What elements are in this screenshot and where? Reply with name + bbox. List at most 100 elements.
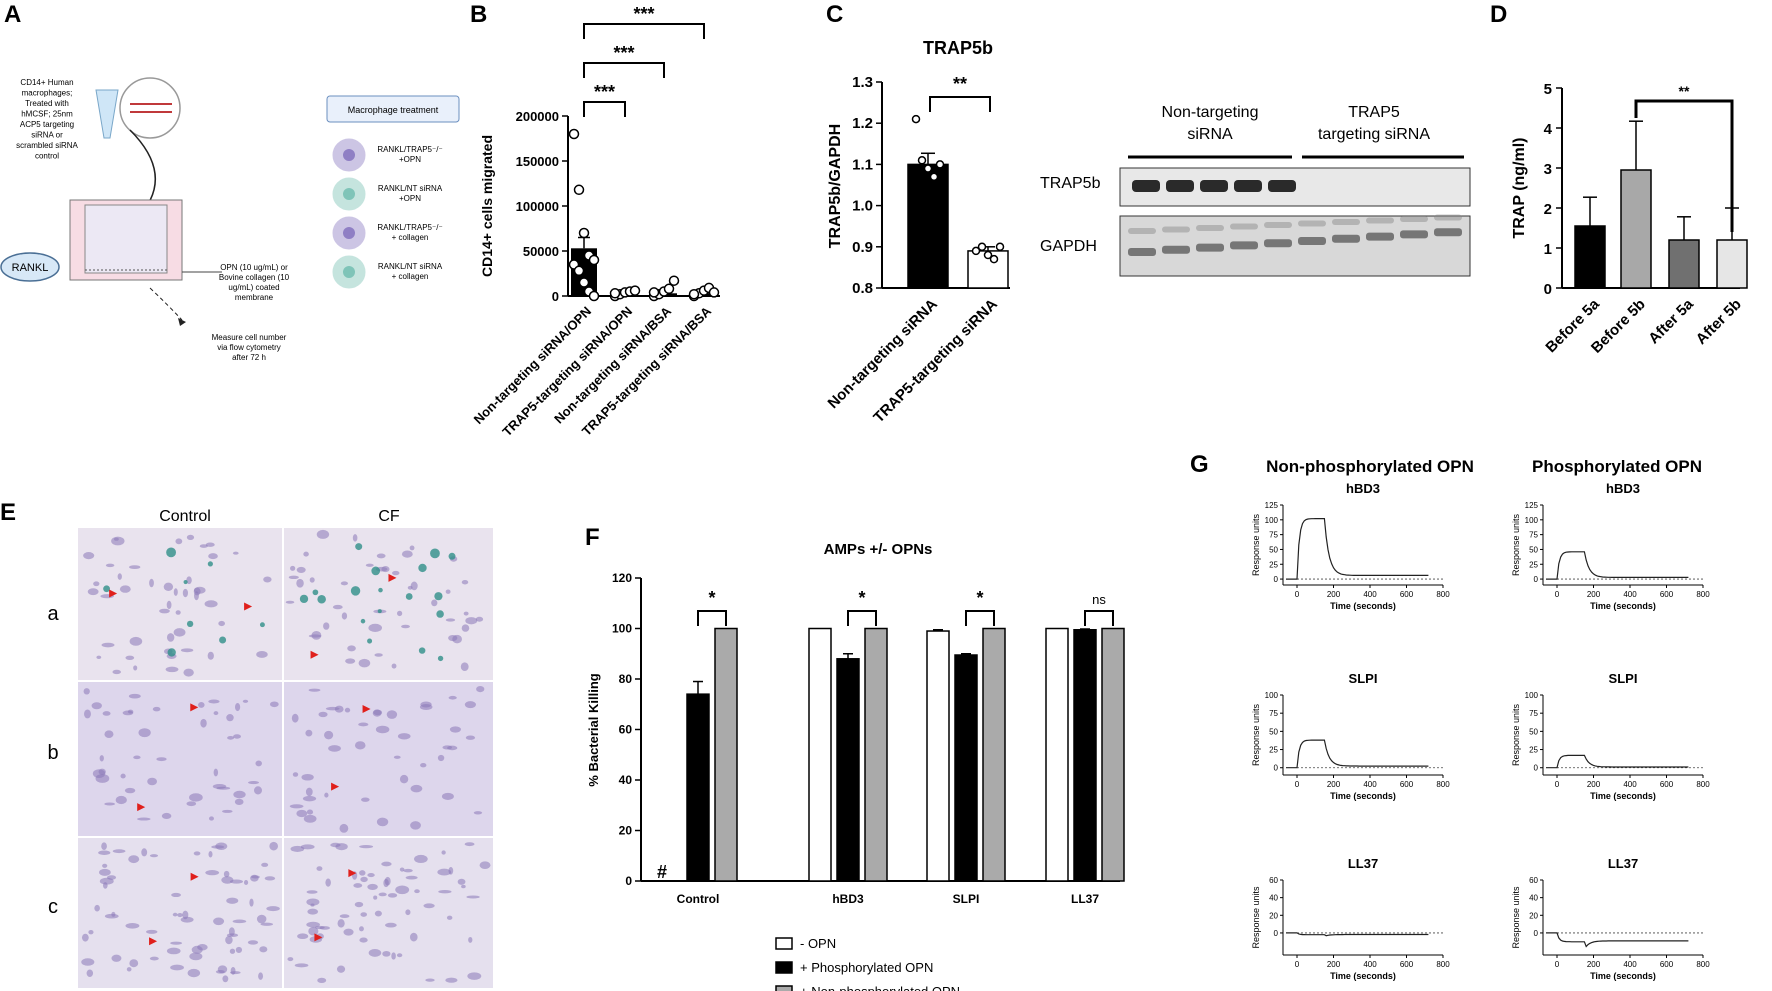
cell-nucleus — [352, 534, 358, 542]
cell-nucleus — [291, 713, 299, 723]
cell-nucleus — [378, 892, 387, 897]
cell-nucleus — [205, 870, 220, 876]
red-arrowhead-icon — [331, 782, 340, 791]
data-point — [929, 172, 939, 182]
cell-nucleus — [464, 701, 476, 709]
cell-nucleus — [365, 563, 374, 567]
cell-nucleus — [99, 755, 104, 762]
transwell-insert — [84, 204, 168, 274]
y-tick-label: 125 — [1265, 501, 1279, 510]
x-tick-label: 600 — [1400, 590, 1414, 599]
cell-nucleus — [138, 728, 151, 738]
y-tick-label: 60 — [1269, 876, 1278, 885]
blot-band — [1166, 180, 1194, 192]
panel-label-f: F — [585, 524, 600, 551]
cell-nucleus — [137, 817, 151, 821]
cell-nucleus — [133, 755, 141, 760]
x-tick-label: 400 — [1623, 780, 1637, 789]
column-header: Non-phosphorylated OPN — [1266, 457, 1474, 476]
data-point — [989, 254, 999, 264]
cell-nucleus — [126, 967, 132, 972]
legend-item-text: +OPN — [399, 155, 421, 164]
cell-nucleus — [296, 566, 306, 574]
legend-item-text: + collagen — [392, 233, 429, 242]
cell-nucleus — [368, 623, 383, 632]
teal-stain — [317, 594, 326, 604]
blot-band — [1196, 225, 1224, 231]
cell-nucleus — [437, 754, 445, 762]
histology-row-b: b — [47, 742, 58, 764]
blot-band — [1400, 216, 1428, 222]
y-tick-label: 1 — [1544, 241, 1552, 258]
y-tick-label: 1.0 — [852, 198, 873, 215]
bar — [1574, 225, 1606, 289]
subplot-title: hBD3 — [1346, 481, 1380, 496]
cell-nucleus — [261, 862, 269, 867]
cell-nucleus — [213, 768, 219, 777]
cell-nucleus — [465, 617, 478, 625]
red-arrowhead-icon — [314, 933, 323, 942]
cell-nucleus — [189, 952, 203, 961]
teal-stain — [299, 594, 309, 604]
cell-nucleus — [358, 722, 369, 727]
cell-nucleus — [393, 755, 401, 759]
blot-band — [1264, 239, 1292, 248]
cell-nucleus — [401, 624, 410, 629]
cell-nucleus — [133, 665, 138, 671]
data-point — [573, 184, 585, 196]
y-tick-label: 1.2 — [852, 115, 873, 132]
histology-tile — [284, 682, 493, 836]
x-category-label: Non-targeting siRNA — [825, 296, 941, 412]
cell-nucleus — [340, 581, 348, 586]
red-arrowhead-icon — [149, 937, 158, 946]
sensorgram-line — [1286, 517, 1429, 580]
cell-nucleus — [243, 880, 249, 886]
y-tick-label: 0 — [1274, 575, 1279, 584]
cell-nucleus — [234, 798, 244, 805]
cell-nucleus — [367, 883, 378, 890]
data-point — [983, 250, 993, 260]
cell-nucleus — [125, 923, 140, 929]
cell-nucleus — [339, 914, 350, 919]
x-tick-label: 0 — [1295, 960, 1300, 969]
cell-nucleus — [256, 651, 268, 658]
cell-nucleus — [360, 912, 368, 917]
cell-nucleus — [332, 604, 343, 610]
cell-nucleus — [124, 787, 136, 794]
nucleus-icon — [343, 188, 355, 200]
cell-nucleus — [359, 870, 366, 876]
y-tick-label: 0.8 — [852, 280, 873, 297]
x-tick-label: 600 — [1660, 780, 1674, 789]
cell-nucleus — [233, 734, 241, 739]
x-tick-label: 0 — [1295, 590, 1300, 599]
cell-nucleus — [461, 884, 466, 889]
cell-nucleus — [182, 910, 189, 920]
cell-nucleus — [111, 536, 125, 546]
cell-nucleus — [177, 913, 183, 918]
significance-marker: * — [976, 588, 983, 608]
cell-nucleus — [83, 688, 90, 695]
y-tick-label: 75 — [1269, 709, 1278, 718]
cell-nucleus — [410, 821, 421, 830]
cell-nucleus — [186, 534, 195, 540]
cell-nucleus — [302, 795, 317, 802]
cell-nucleus — [316, 866, 323, 871]
x-tick-label: 400 — [1623, 960, 1637, 969]
significance-marker: * — [858, 588, 865, 608]
cell-nucleus — [149, 578, 154, 588]
data-point — [588, 290, 600, 302]
blot-band — [1332, 234, 1360, 243]
y-axis-label: Response units — [1511, 513, 1521, 576]
blot-band — [1298, 220, 1326, 227]
y-tick-label: 20 — [619, 824, 633, 838]
cell-nucleus — [222, 809, 233, 813]
cell-nucleus — [401, 550, 413, 558]
cells-text-line: macrophages; — [22, 89, 73, 98]
legend-label: - OPN — [800, 936, 836, 951]
cell-nucleus — [233, 790, 246, 799]
x-category-label: After 5b — [1693, 296, 1745, 348]
bar — [714, 627, 738, 882]
membrane-text-line: Bovine collagen (10 — [219, 273, 290, 282]
blot-band — [1162, 245, 1190, 254]
